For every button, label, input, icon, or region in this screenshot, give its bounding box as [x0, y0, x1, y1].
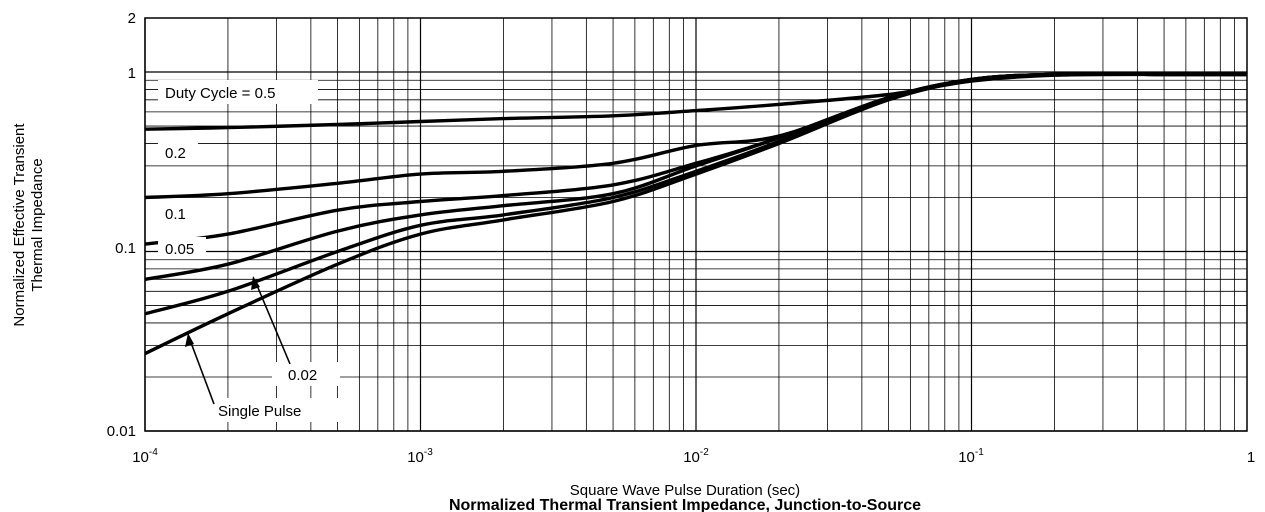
arrow-single-pulse — [189, 339, 215, 405]
plot-frame — [144, 17, 1248, 432]
label-0.1: 0.1 — [165, 206, 186, 223]
label-0.02-bg — [272, 362, 340, 386]
y-tick-label: 2 — [128, 10, 136, 27]
x-tick-label: 10-3 — [407, 447, 433, 466]
curves — [144, 72, 1248, 356]
arrow-0.02 — [255, 282, 291, 365]
series-line — [144, 72, 1247, 356]
label-0.02: 0.02 — [288, 367, 317, 384]
chart-title: Normalized Thermal Transient Impedance, … — [449, 497, 921, 512]
label-0.2: 0.2 — [165, 145, 186, 162]
single-pulse-label: Single Pulse — [218, 403, 301, 420]
y-axis-label-line2: Thermal Impedance — [29, 158, 46, 291]
y-tick-label: 1 — [128, 65, 136, 82]
duty-cycle-label-bg — [158, 80, 318, 104]
arrowhead-0.02 — [251, 276, 260, 290]
arrowhead-single-pulse — [185, 333, 194, 347]
y-tick-label: 0.1 — [115, 240, 136, 257]
y-tick-label: 0.01 — [107, 423, 136, 440]
label-0.1-bg — [158, 202, 198, 224]
label-0.2-bg — [158, 141, 198, 163]
label-0.05: 0.05 — [165, 241, 194, 258]
y-axis-label: Normalized Effective Transient Thermal I… — [11, 123, 46, 327]
x-tick-label: 10-4 — [132, 447, 158, 466]
x-tick-label: 10-2 — [683, 447, 709, 466]
single-pulse-label-bg — [214, 398, 340, 422]
x-tick-label: 1 — [1247, 449, 1255, 466]
x-tick-label: 10-1 — [958, 447, 984, 466]
annotation-arrows — [185, 276, 291, 405]
y-axis-label-line1: Normalized Effective Transient — [11, 123, 28, 327]
label-0.05-bg — [158, 237, 206, 259]
x-axis-label: Square Wave Pulse Duration (sec) — [570, 482, 800, 499]
duty-cycle-label: Duty Cycle = 0.5 — [165, 85, 275, 102]
